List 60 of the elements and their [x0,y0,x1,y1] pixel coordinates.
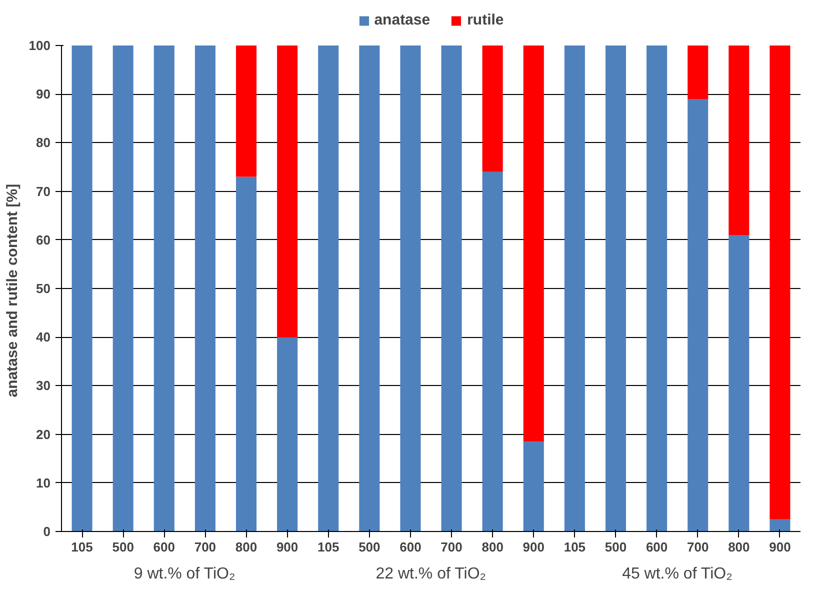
bar [564,46,585,532]
x-tick-label: 600 [400,540,422,554]
bar [523,46,544,442]
legend-label: anatase [374,12,430,28]
bar [770,46,790,520]
bar [112,46,134,532]
y-tick-label: 80 [36,135,51,150]
text: 45 wt.% of TiO₂ [622,566,732,582]
bar [154,46,174,532]
bar [441,46,462,532]
x-tick-label: 800 [235,540,258,554]
x-tick-label: 500 [112,540,134,554]
x-tick-label: 900 [276,540,298,554]
y-tick-label: 90 [36,86,51,102]
text: 22 wt.% of TiO₂ [376,566,486,582]
x-tick-label: 800 [728,540,750,554]
y-tick-label: 40 [36,330,51,345]
bar [728,235,750,532]
bar [770,519,790,532]
bar [194,46,216,532]
bar [359,46,380,532]
y-tick-label: 70 [36,184,51,199]
bar [605,46,626,532]
bar [688,46,708,99]
x-tick-label: 800 [482,540,504,554]
x-tick-label: 105 [564,540,586,554]
bar [236,176,257,532]
x-tick-label: 600 [153,540,175,554]
bar [277,46,298,338]
bar [400,46,421,532]
bar [688,98,708,532]
text: 9 wt.% of TiO₂ [134,566,236,582]
bar [277,337,298,532]
x-tick-label: 500 [604,540,627,554]
y-tick-label: 20 [36,426,51,442]
x-tick-label: 600 [646,540,668,554]
x-tick-label: 105 [318,540,340,554]
y-tick-label: 0 [43,524,51,539]
bar [72,46,92,532]
y-tick-label: 30 [36,378,51,394]
x-tick-label: 700 [687,540,709,554]
legend-label: rutile [467,12,504,28]
bar [523,442,544,532]
x-tick-label: 700 [194,540,216,554]
x-tick-label: 900 [769,540,791,554]
bar [482,172,503,532]
y-tick-label: 10 [36,475,51,490]
bar [236,46,257,177]
x-tick-label: 700 [440,540,462,554]
x-tick-label: 500 [358,540,380,554]
x-tick-label: 900 [522,540,544,554]
y-tick-label: 60 [36,232,51,248]
y-tick-label: 100 [28,38,51,53]
bar [482,46,503,172]
bar [728,46,750,236]
bar [318,46,339,532]
y-axis-title: anatase and rutile content [%] [4,184,21,398]
x-tick-label: 105 [71,540,93,554]
y-tick-label: 50 [36,281,51,296]
bar [646,46,668,532]
